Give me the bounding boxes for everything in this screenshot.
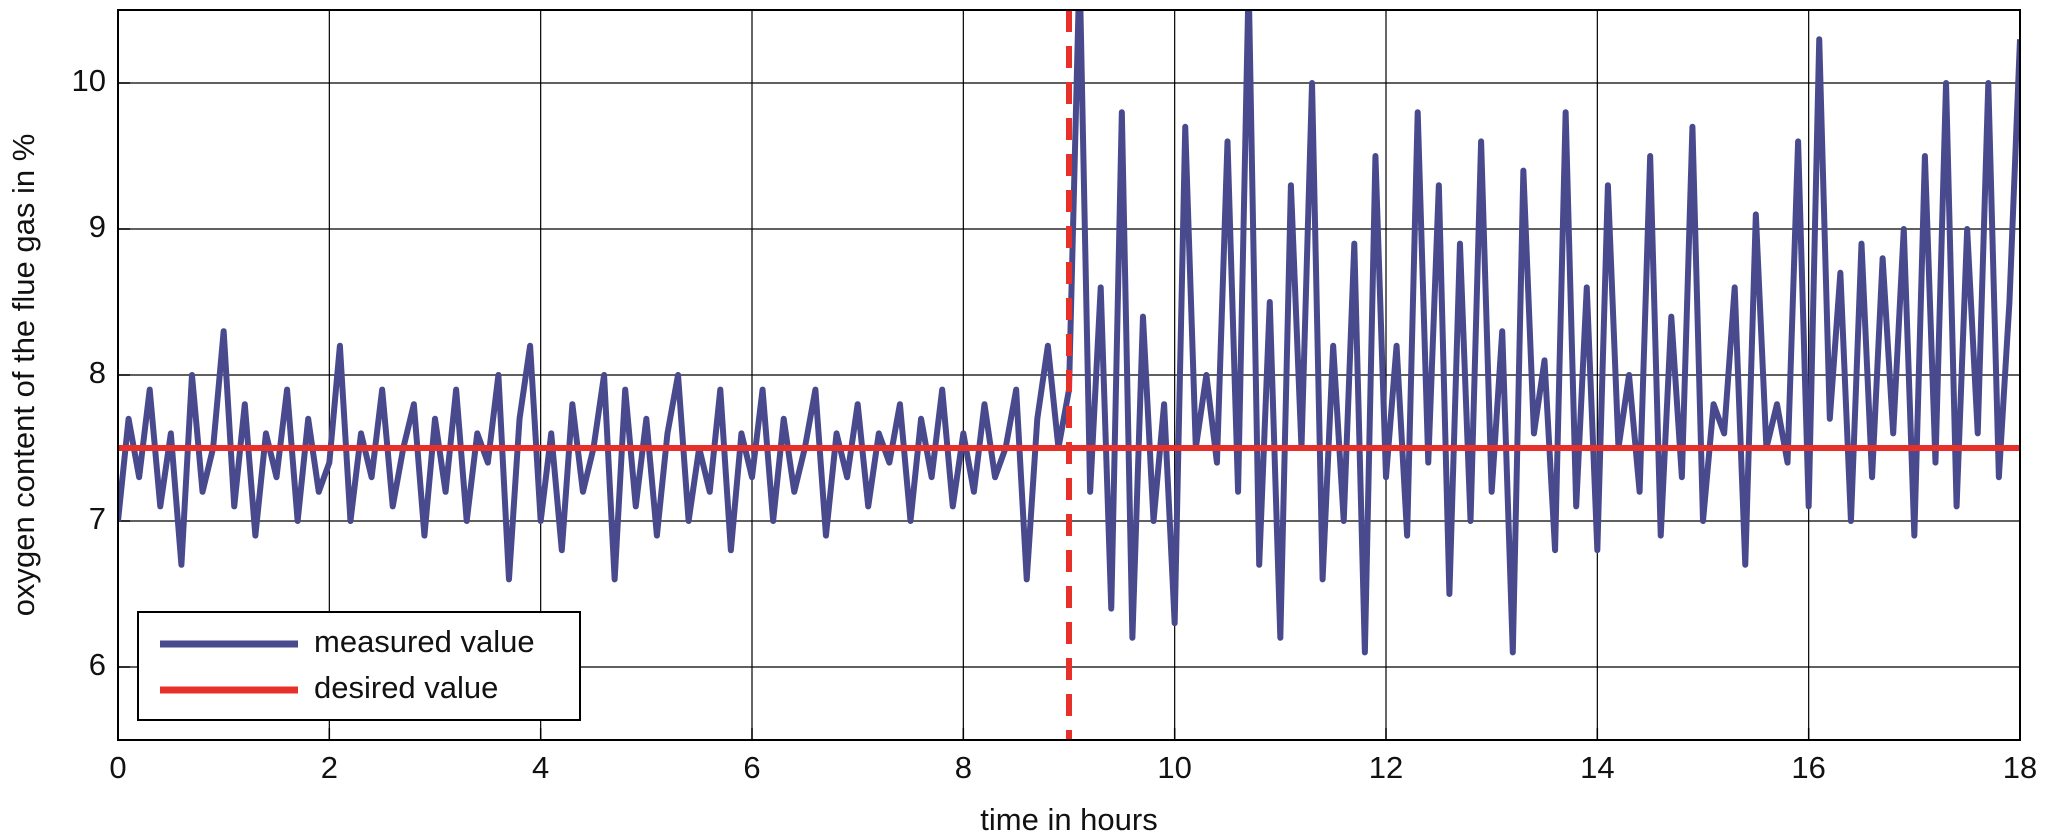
y-tick-label: 8	[89, 355, 106, 390]
y-tick-label: 10	[72, 63, 106, 98]
x-tick-label: 16	[1791, 750, 1825, 785]
x-tick-label: 12	[1369, 750, 1403, 785]
y-axis-label: oxygen content of the flue gas in %	[6, 134, 41, 617]
legend-label: measured value	[314, 624, 535, 659]
x-axis-label: time in hours	[980, 802, 1157, 837]
legend-label: desired value	[314, 670, 498, 705]
x-tick-label: 4	[532, 750, 549, 785]
x-tick-label: 0	[109, 750, 126, 785]
y-tick-label: 6	[89, 647, 106, 682]
legend-box	[137, 611, 581, 721]
x-tick-label: 8	[955, 750, 972, 785]
x-tick-label: 10	[1157, 750, 1191, 785]
x-tick-label: 6	[743, 750, 760, 785]
x-tick-label: 14	[1580, 750, 1614, 785]
plot-area	[118, 10, 2020, 740]
y-tick-label: 7	[89, 501, 106, 536]
x-tick-label: 2	[321, 750, 338, 785]
x-tick-label: 18	[2003, 750, 2037, 785]
plot-frame	[117, 9, 2021, 741]
y-tick-label: 9	[89, 209, 106, 244]
